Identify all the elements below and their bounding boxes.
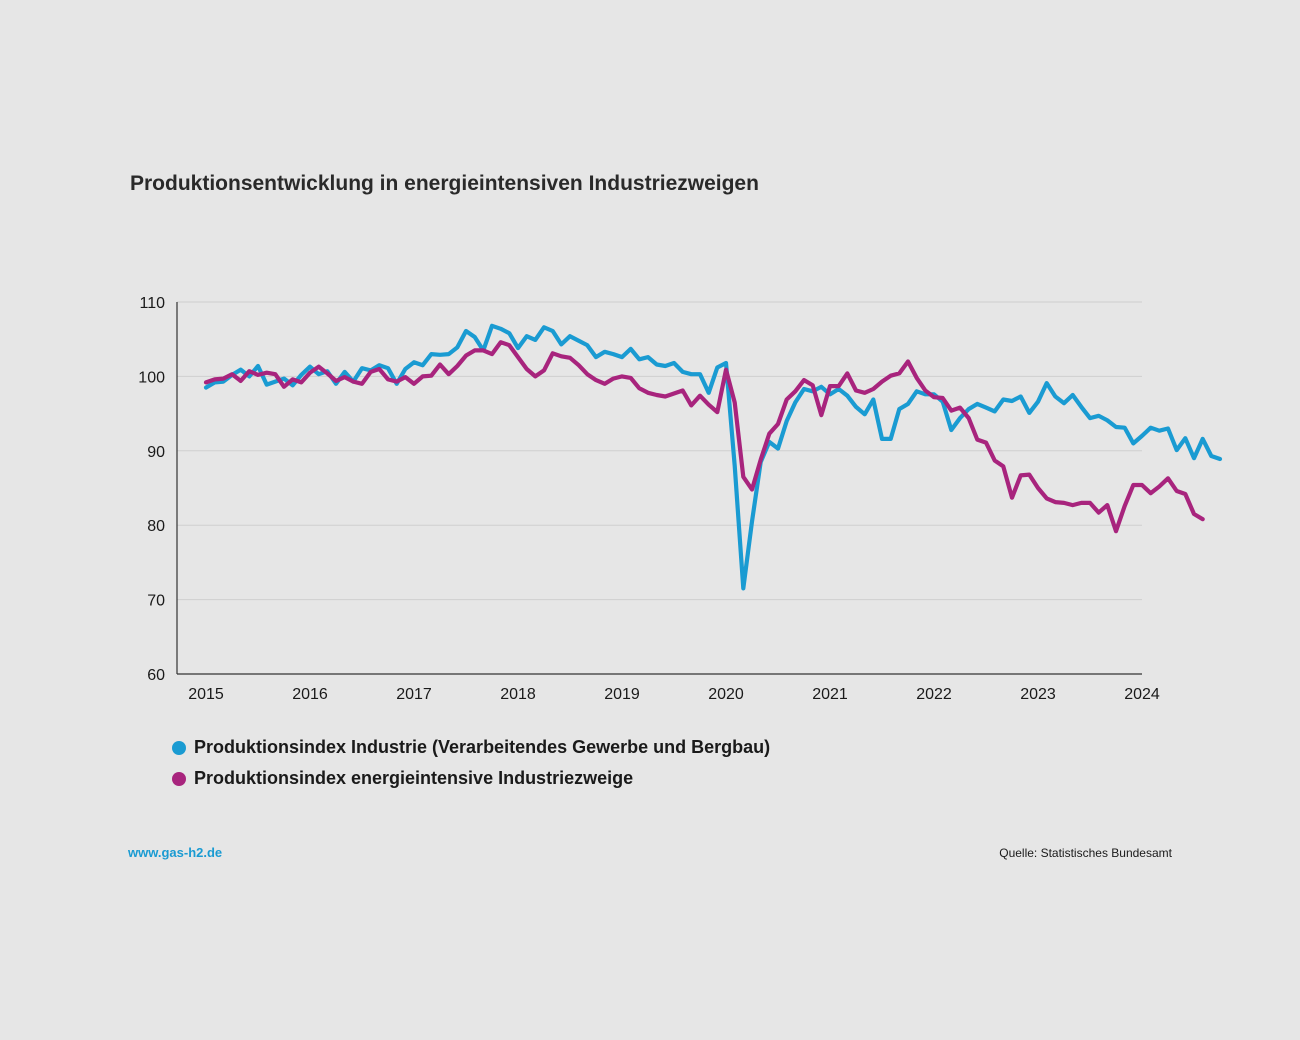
- series-layer: [203, 323, 1223, 591]
- legend-marker-energieintensiv: [172, 771, 186, 786]
- legend-marker-industrie: [172, 740, 186, 755]
- legend: Produktionsindex Industrie (Verarbeitend…: [172, 732, 770, 794]
- axis-layer: 60 70 80 90 100 110 2015 2016 2017 2018 2019 2020 20…: [138, 295, 1160, 703]
- website-link[interactable]: www.gas-h2.de: [128, 845, 223, 860]
- legend-label-industrie: Produktionsindex Industrie (Verarbeitend…: [194, 737, 771, 757]
- x-tick-label-2020: 2020: [708, 686, 744, 703]
- x-tick-label-2015: 2015: [188, 686, 224, 703]
- y-tick-label-70: 70: [147, 593, 165, 610]
- x-tick-label-2021: 2021: [812, 686, 848, 703]
- series-line-energieintensiv: [203, 340, 1205, 534]
- series-line-industrie: [203, 323, 1223, 591]
- legend-label-energieintensiv: Produktionsindex energieintensive Indust…: [194, 768, 634, 788]
- chart-title: Produktionsentwicklung in energieintensi…: [130, 172, 759, 195]
- y-tick-label-100: 100: [138, 369, 165, 386]
- y-tick-label-80: 80: [147, 518, 165, 535]
- x-tick-label-2023: 2023: [1020, 686, 1056, 703]
- x-tick-label-2024: 2024: [1124, 686, 1160, 703]
- x-tick-label-2019: 2019: [604, 686, 640, 703]
- y-tick-label-60: 60: [147, 667, 165, 684]
- legend-item-industrie[interactable]: Produktionsindex Industrie (Verarbeitend…: [172, 732, 770, 763]
- x-tick-label-2017: 2017: [396, 686, 432, 703]
- x-tick-label-2016: 2016: [292, 686, 328, 703]
- x-tick-label-2022: 2022: [916, 686, 952, 703]
- source-note: Quelle: Statistisches Bundesamt: [999, 846, 1172, 860]
- grid-layer: [177, 301, 1142, 601]
- y-tick-label-90: 90: [147, 444, 165, 461]
- legend-item-energieintensiv[interactable]: Produktionsindex energieintensive Indust…: [172, 763, 770, 794]
- y-tick-label-110: 110: [139, 295, 165, 312]
- x-tick-label-2018: 2018: [500, 686, 536, 703]
